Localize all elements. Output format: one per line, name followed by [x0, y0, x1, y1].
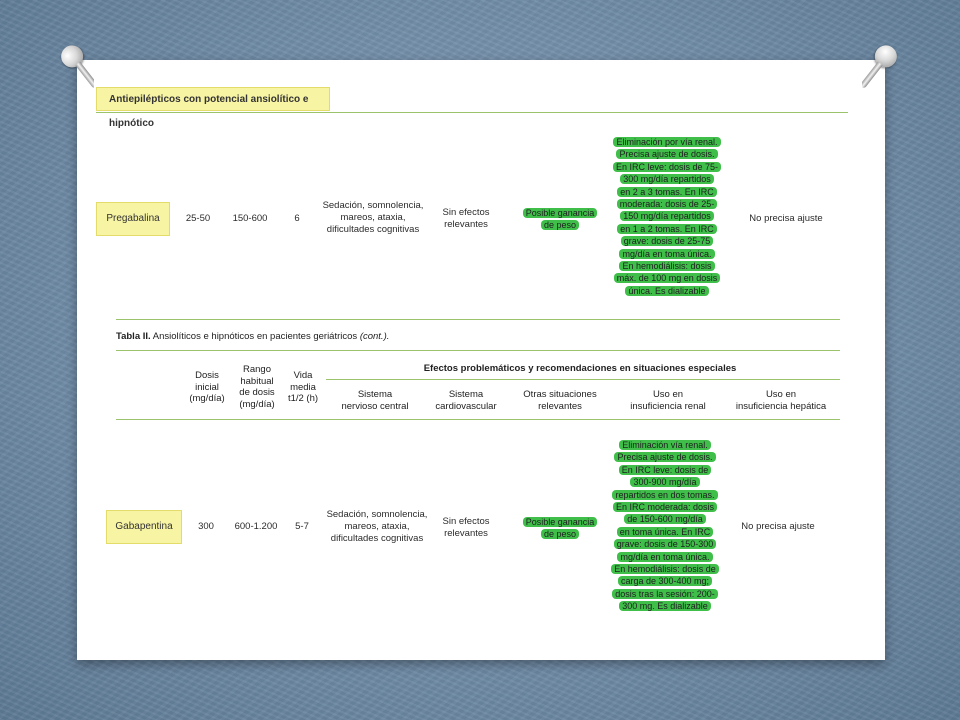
- gabapentina-snc: Sedación, somnolencia, mareos, ataxia, dif…: [326, 509, 428, 544]
- section-rule: [96, 112, 848, 113]
- pregabalina-renal: Eliminación por vía renal. Precisa ajust…: [606, 136, 728, 297]
- drug-name-pregabalina: Pregabalina: [96, 202, 170, 236]
- gabapentina-otras: Posible ganancia de peso: [514, 516, 606, 541]
- section-header: Antiepilépticos con potencial ansiolític…: [96, 87, 330, 129]
- header-renal: Uso en insuficiencia renal: [630, 389, 706, 412]
- header-snc: Sistema nervioso central: [341, 389, 409, 412]
- table-title: Tabla II. Ansiolíticos e hipnóticos en p…: [116, 331, 390, 342]
- pregabalina-snc: Sedación, somnolencia, mareos, ataxia, dif…: [322, 200, 424, 235]
- header-efectos: Efectos problemáticos y recomendaciones …: [423, 363, 737, 374]
- header-hepatica: Uso en insuficiencia hepática: [735, 389, 827, 412]
- header-otras: Otras situaciones relevantes: [523, 389, 597, 412]
- gabapentina-rango: 600-1.200: [234, 521, 278, 532]
- gabapentina-vida-media: 5-7: [295, 521, 309, 532]
- drug-name-gabapentina: Gabapentina: [106, 510, 182, 544]
- header-bottom-rule: [116, 419, 840, 420]
- pregabalina-vida-media: 6: [294, 213, 300, 224]
- pregabalina-otras: Posible ganancia de peso: [514, 207, 606, 232]
- header-dosis-inicial: Dosis inicial (mg/día): [189, 370, 225, 404]
- gabapentina-renal: Eliminación vía renal. Precisa ajuste de…: [604, 439, 726, 613]
- header-vida-media: Vida media t1/2 (h): [287, 370, 319, 404]
- gabapentina-dosis-inicial: 300: [198, 521, 214, 532]
- gabapentina-cardio: Sin efectos relevantes: [442, 516, 490, 539]
- row-divider: [116, 319, 840, 320]
- slide-content: Antiepilépticos con potencial ansiolític…: [94, 61, 862, 632]
- header-rango: Rango habitual de dosis (mg/día): [239, 364, 275, 410]
- table-title-rule: [116, 350, 840, 351]
- pregabalina-cardio: Sin efectos relevantes: [442, 207, 490, 230]
- pregabalina-dosis-inicial: 25-50: [185, 213, 211, 224]
- pregabalina-hepatica: No precisa ajuste: [749, 213, 823, 224]
- header-cardio: Sistema cardiovascular: [435, 389, 497, 412]
- pregabalina-rango: 150-600: [232, 213, 268, 224]
- header-efectos-rule: [326, 379, 840, 380]
- gabapentina-hepatica: No precisa ajuste: [741, 521, 815, 532]
